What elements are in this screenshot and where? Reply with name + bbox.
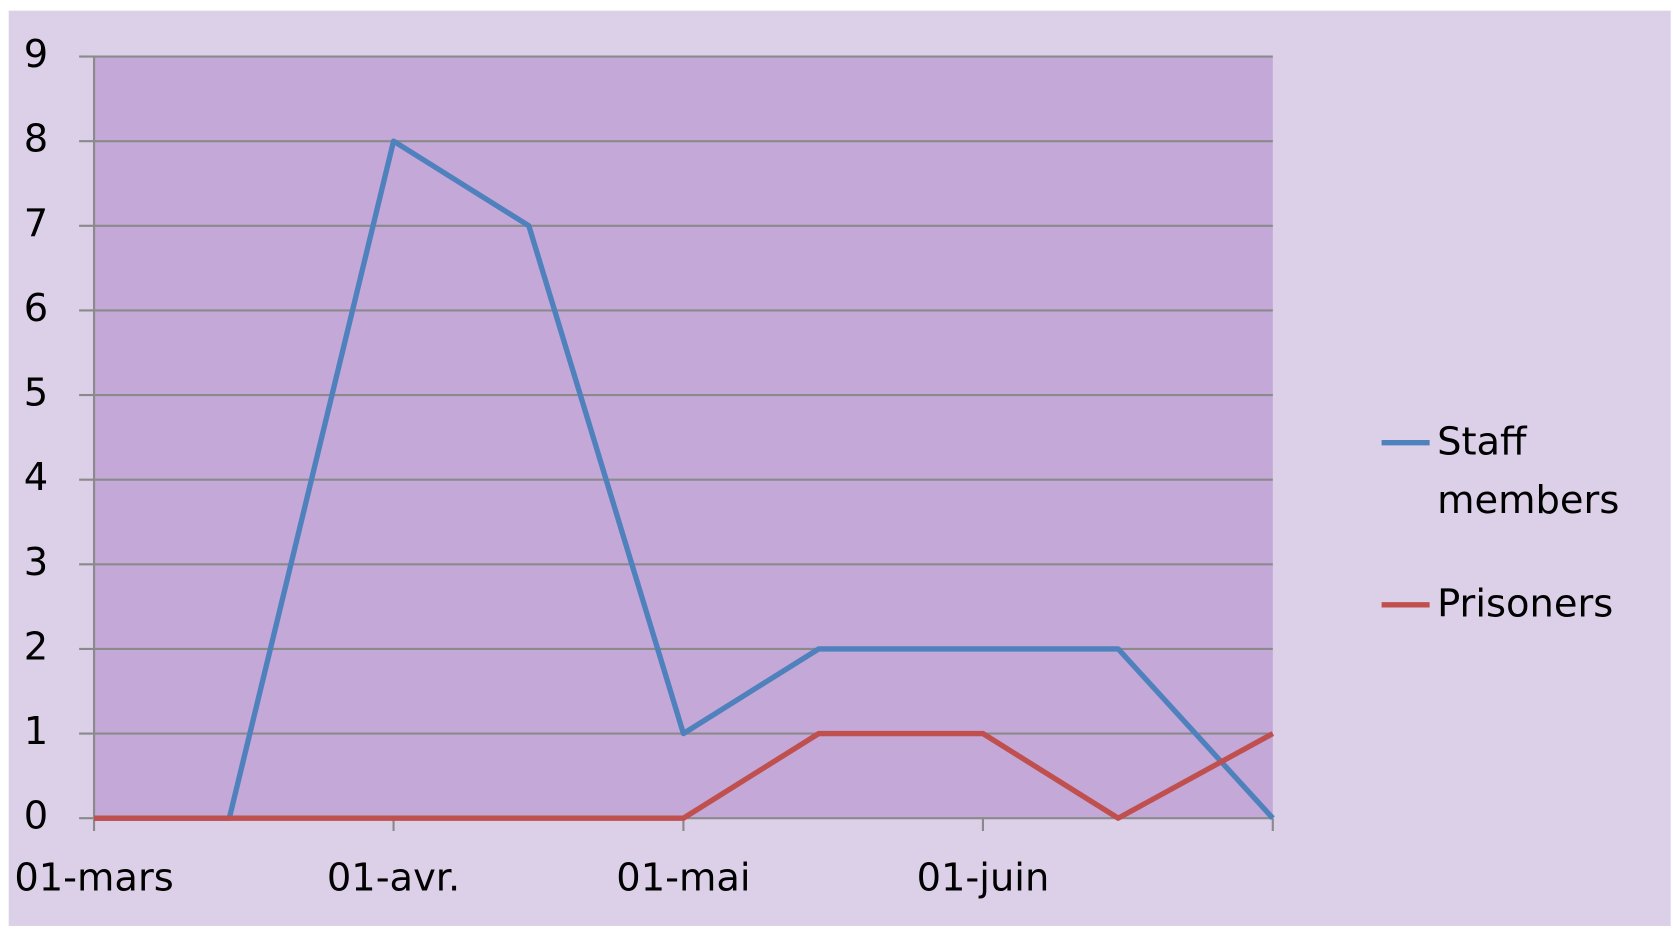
legend-item: Staff members bbox=[1437, 420, 1620, 523]
y-tick-label: 8 bbox=[24, 117, 48, 162]
y-tick-label: 4 bbox=[24, 455, 48, 500]
x-tick-label: 01-mai bbox=[616, 856, 750, 901]
y-tick-label: 3 bbox=[24, 540, 48, 585]
y-tick-label: 9 bbox=[24, 32, 48, 77]
x-tick-label: 01-mars bbox=[14, 856, 173, 901]
y-tick-label: 1 bbox=[24, 709, 48, 754]
series-line bbox=[94, 730, 1275, 821]
x-tick-label: 01-juin bbox=[917, 856, 1050, 901]
legend-item: Prisoners bbox=[1437, 582, 1614, 627]
y-tick-label: 2 bbox=[24, 624, 48, 669]
y-tick-label: 6 bbox=[24, 286, 48, 331]
y-tick-label: 7 bbox=[24, 201, 48, 246]
y-tick-label: 5 bbox=[24, 371, 48, 416]
y-tick-label: 0 bbox=[24, 794, 48, 839]
series-line bbox=[94, 138, 1275, 821]
x-tick-label: 01-avr. bbox=[327, 856, 460, 901]
legend-label: Prisoners bbox=[1437, 582, 1614, 627]
plot-area bbox=[94, 56, 1273, 819]
legend-label: Staff members bbox=[1437, 420, 1620, 523]
